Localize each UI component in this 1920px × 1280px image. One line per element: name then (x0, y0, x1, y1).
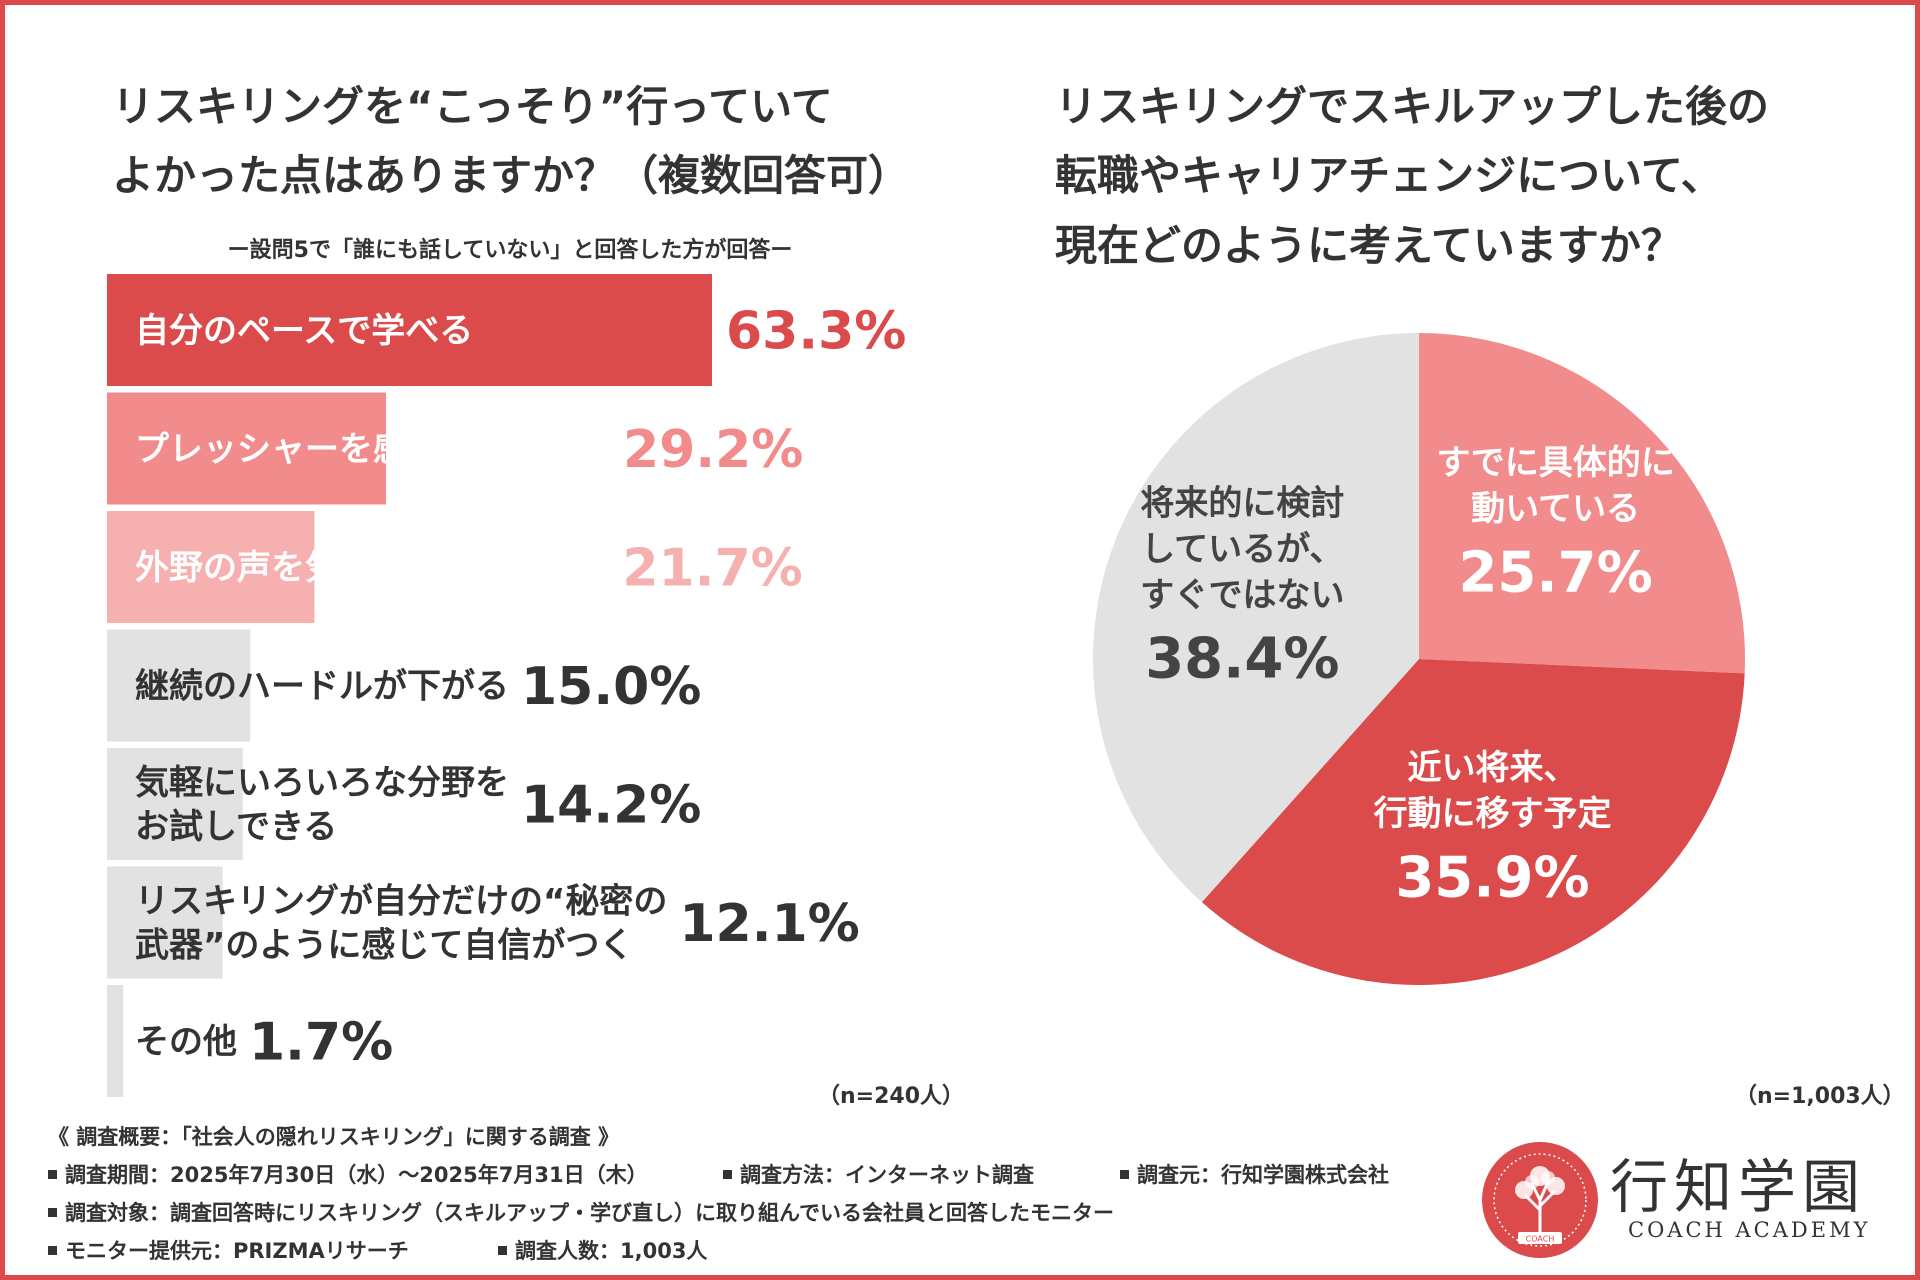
survey-count: 調査人数：1,003人 (498, 1232, 707, 1270)
bar-category-label: 武器”のように感じて自信がつく (135, 926, 633, 966)
left-sample-size: （n=240人） (818, 1084, 965, 1109)
pie-slice (1093, 333, 1419, 903)
left-title-line-1: リスキリングを“こっそり”行っていて (112, 82, 833, 131)
right-question-title: リスキリングでスキルアップした後の 転職やキャリアチェンジについて、 現在どのよ… (1055, 72, 1875, 280)
survey-target-text: 調査対象：調査回答時にリスキリング（スキルアップ・学び直し）に取り組んでいる会社… (65, 1201, 1114, 1225)
pie-slice-label: 行動に移す予定 (1373, 794, 1611, 834)
survey-period: 調査期間：2025年7月30日（水）〜2025年7月31日（木） (48, 1156, 648, 1194)
pie-slice-value: 25.7% (1458, 540, 1652, 605)
bar (107, 748, 243, 860)
bar (107, 392, 387, 505)
pie-slice (1201, 659, 1745, 985)
bar-category-label: プレッシャーを感じずに学べる (135, 430, 611, 470)
bar-value-label: 1.7% (249, 1013, 393, 1073)
bar-value-label: 21.7% (622, 539, 802, 599)
survey-source: 調査元：行知学園株式会社 (1120, 1156, 1389, 1194)
left-question-title: リスキリングを“こっそり”行っていて よかった点はありますか？（複数回答可） (112, 72, 972, 211)
bar-category-label: 継続のハードルが下がる (135, 667, 509, 707)
bullet-square-icon (723, 1169, 732, 1179)
bar-value-label: 14.2% (521, 776, 701, 836)
pie-slice-value: 38.4% (1145, 627, 1339, 692)
survey-count-text: 調査人数：1,003人 (515, 1239, 708, 1263)
pie-slice (1419, 333, 1745, 674)
bar (107, 985, 124, 1097)
pie-slice-label: 近い将来、 (1407, 748, 1577, 788)
logo-name: 行知学園 (1610, 1153, 1867, 1221)
bar-category-label: お試しできる (135, 807, 337, 847)
bar-chart: 自分のペースで学べる 63.3% プレッシャーを感じずに学べる 29.2% 外野の声を気… (107, 274, 906, 1097)
tree-seal-icon: COACH (1482, 1142, 1598, 1258)
pie-slice-label: すぐではない (1140, 576, 1344, 616)
bar-value-label: 29.2% (623, 420, 803, 480)
pie-slice-label: しているが、 (1141, 530, 1343, 570)
survey-target: 調査対象：調査回答時にリスキリング（スキルアップ・学び直し）に取り組んでいる会社… (48, 1194, 1114, 1232)
survey-provider-text: モニター提供元：PRIZMAリサーチ (65, 1239, 409, 1263)
bullet-square-icon (48, 1207, 57, 1217)
bar-category-label: 自分のペースで学べる (135, 311, 473, 351)
survey-method-text: 調査方法：インターネット調査 (740, 1163, 1034, 1187)
bar (107, 274, 712, 386)
bar-value-label: 15.0% (521, 657, 701, 717)
bar-category-label: その他 (135, 1022, 237, 1062)
right-title-line-1: リスキリングでスキルアップした後の (1055, 82, 1770, 131)
right-title-line-2: 転職やキャリアチェンジについて、 (1055, 151, 1723, 201)
bar-category-label: 気軽にいろいろな分野を (135, 763, 509, 803)
logo-subtitle: COACH ACADEMY (1628, 1218, 1871, 1242)
pie-slice-label: すでに具体的に (1436, 443, 1674, 483)
bar (107, 866, 223, 979)
respondent-note: ー設問5で「誰にも話していない」と回答した方が回答ー (227, 238, 793, 263)
bar (107, 629, 251, 742)
survey-provider: モニター提供元：PRIZMAリサーチ (48, 1232, 409, 1270)
company-logo: COACH 行知学園 COACH ACADEMY (1480, 1140, 1890, 1260)
bullet-square-icon (48, 1169, 57, 1179)
bullet-square-icon (1120, 1169, 1129, 1179)
bar-value-label: 63.3% (726, 302, 906, 362)
pie-slice-label: 将来的に検討 (1140, 484, 1344, 524)
survey-period-text: 調査期間：2025年7月30日（水）〜2025年7月31日（木） (65, 1163, 648, 1187)
bar (107, 511, 315, 623)
logo-mark-text: COACH (1526, 1235, 1555, 1244)
right-title-line-3: 現在どのように考えていますか？ (1055, 220, 1683, 270)
survey-method: 調査方法：インターネット調査 (723, 1156, 1034, 1194)
survey-source-text: 調査元：行知学園株式会社 (1137, 1163, 1389, 1187)
overview-heading: 《 調査概要：「社会人の隠れリスキリング」に関する調査 》 (48, 1125, 620, 1149)
bar-value-label: 12.1% (679, 894, 859, 954)
pie-slice-label: 動いている (1471, 489, 1640, 529)
left-title-line-2: よかった点はありますか？（複数回答可） (112, 151, 911, 201)
right-sample-size: （n=1,003人） (1735, 1084, 1905, 1109)
bar-category-label: 外野の声を気にせず集中できる (135, 548, 610, 588)
pie-slice-value: 35.9% (1395, 845, 1589, 910)
bullet-square-icon (498, 1245, 507, 1255)
bar-category-label: リスキリングが自分だけの“秘密の (135, 882, 667, 922)
bullet-square-icon (48, 1245, 57, 1255)
